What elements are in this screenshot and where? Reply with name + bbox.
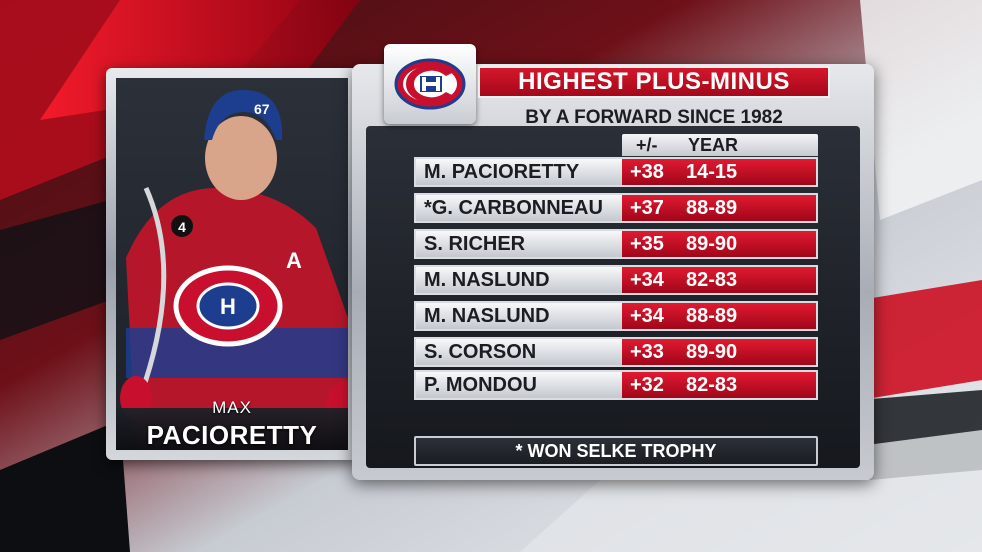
- row-stat-cell: +34 82-83: [622, 267, 816, 293]
- alternate-captain-letter: A: [286, 248, 302, 273]
- row-stat-cell: +37 88-89: [622, 195, 816, 221]
- row-stat-cell: +32 82-83: [622, 372, 816, 398]
- column-header-year: YEAR: [688, 135, 739, 155]
- row-plus-minus: +38: [630, 161, 664, 183]
- row-player-name: *G. CARBONNEAU: [416, 195, 622, 221]
- row-stat-cell: +33 89-90: [622, 339, 816, 365]
- row-year: 14-15: [686, 161, 738, 183]
- table-row: *G. CARBONNEAU +37 88-89: [414, 193, 818, 223]
- row-player-name: M. NASLUND: [416, 303, 622, 329]
- row-player-name: M. NASLUND: [416, 267, 622, 293]
- panel-title: HIGHEST PLUS-MINUS: [478, 66, 830, 98]
- table-row: P. MONDOU +32 82-83: [414, 370, 818, 400]
- row-player-name: S. CORSON: [416, 339, 622, 365]
- row-stat-cell: +38 14-15: [622, 159, 816, 185]
- row-stat-cell: +35 89-90: [622, 231, 816, 257]
- jersey-logo-letter: H: [220, 294, 236, 319]
- table-row: S. RICHER +35 89-90: [414, 229, 818, 259]
- player-last-name: PACIORETTY: [146, 420, 318, 450]
- row-year: 88-89: [686, 197, 738, 219]
- name-plate: [116, 408, 348, 450]
- row-plus-minus: +33: [630, 341, 664, 363]
- table-row: M. PACIORETTY +38 14-15: [414, 157, 818, 187]
- row-year: 82-83: [686, 374, 738, 396]
- row-plus-minus: +34: [630, 269, 664, 291]
- team-logo-box: [384, 44, 476, 124]
- footnote: * WON SELKE TROPHY: [414, 436, 818, 466]
- row-year: 88-89: [686, 305, 738, 327]
- memorial-patch-number: 4: [178, 219, 186, 235]
- table-row: M. NASLUND +34 88-89: [414, 301, 818, 331]
- table-header: +/- YEAR: [622, 134, 818, 156]
- row-plus-minus: +34: [630, 305, 664, 327]
- row-plus-minus: +37: [630, 197, 664, 219]
- row-plus-minus: +32: [630, 374, 664, 396]
- player-illustration: H 67 A 4: [120, 89, 348, 450]
- panel-subtitle: BY A FORWARD SINCE 1982: [525, 107, 783, 128]
- row-year: 89-90: [686, 233, 738, 255]
- row-year: 89-90: [686, 341, 738, 363]
- table-row: S. CORSON +33 89-90: [414, 337, 818, 367]
- row-player-name: S. RICHER: [416, 231, 622, 257]
- row-player-name: P. MONDOU: [416, 372, 622, 398]
- column-header-plus-minus: +/-: [636, 135, 658, 155]
- player-first-name: MAX: [212, 398, 252, 417]
- player-photo: H 67 A 4: [116, 78, 348, 450]
- table-row: M. NASLUND +34 82-83: [414, 265, 818, 295]
- row-plus-minus: +35: [630, 233, 664, 255]
- player-card: H 67 A 4 MAX PACIORETTY: [106, 68, 358, 460]
- row-year: 82-83: [686, 269, 738, 291]
- row-player-name: M. PACIORETTY: [416, 159, 622, 185]
- canadiens-logo-icon: [394, 58, 466, 110]
- row-stat-cell: +34 88-89: [622, 303, 816, 329]
- helmet-number: 67: [254, 101, 270, 117]
